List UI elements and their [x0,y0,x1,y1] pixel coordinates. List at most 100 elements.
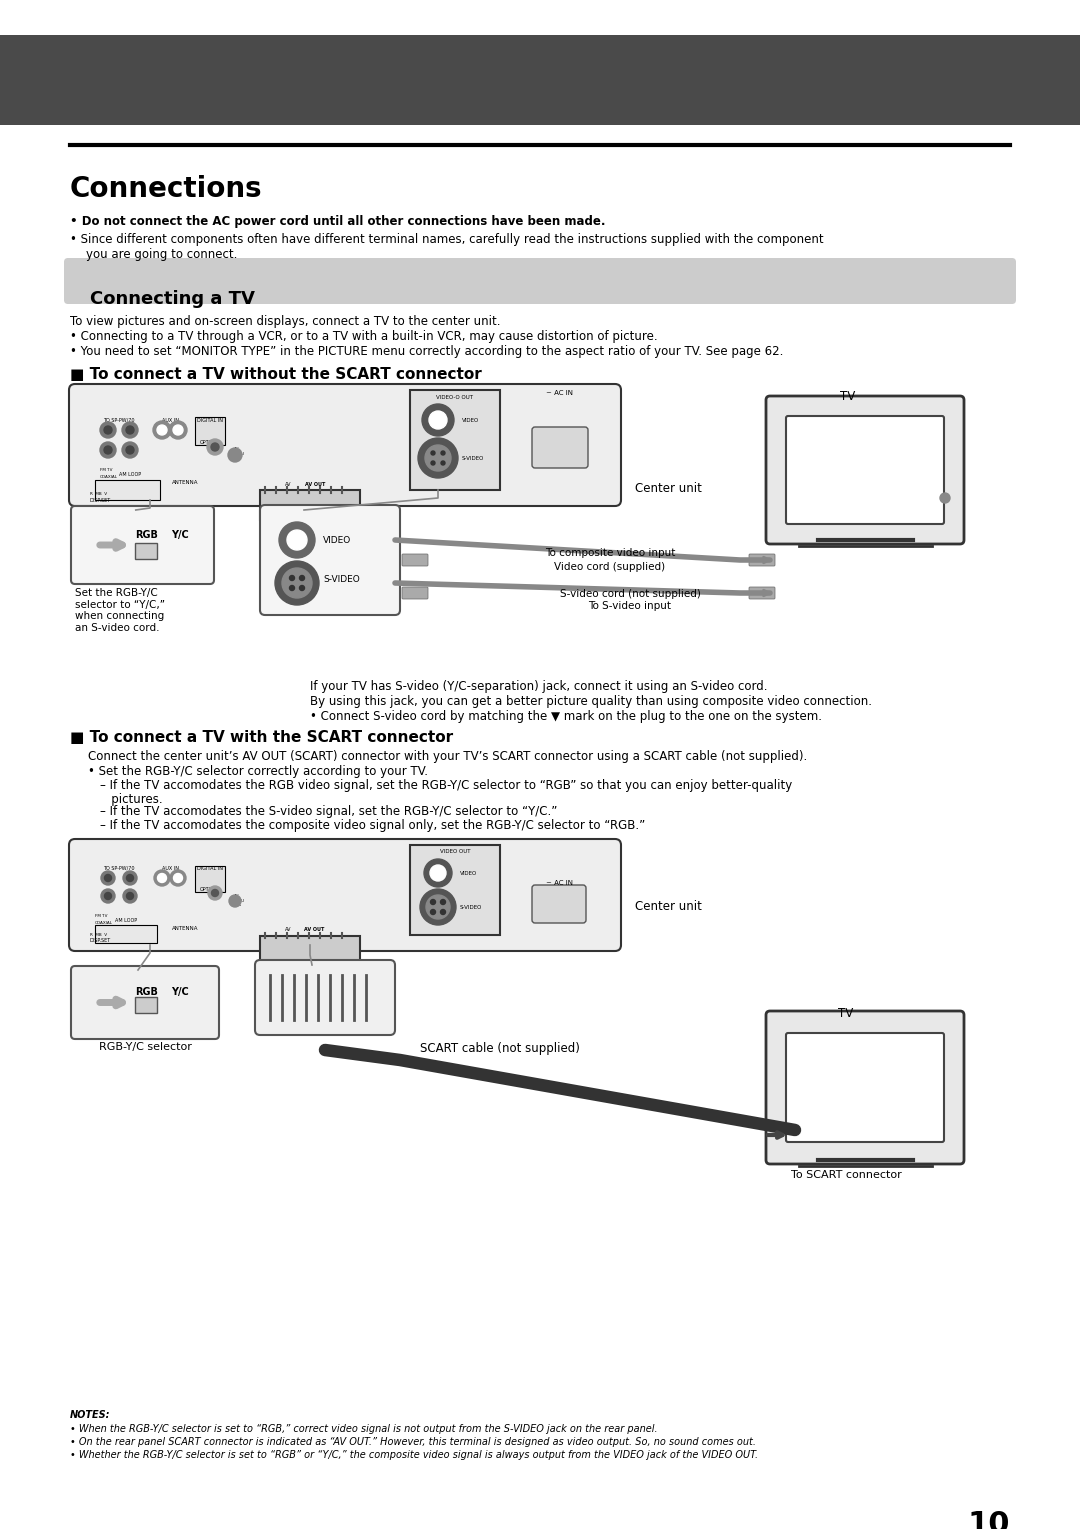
Text: • You need to set “MONITOR TYPE” in the PICTURE menu correctly according to the : • You need to set “MONITOR TYPE” in the … [70,346,783,358]
Circle shape [275,561,319,605]
Text: TO SP-PW/70: TO SP-PW/70 [104,417,135,424]
Text: • Whether the RGB-Y/C selector is set to “RGB” or “Y/C,” the composite video sig: • Whether the RGB-Y/C selector is set to… [70,1449,758,1460]
Text: AV OUT: AV OUT [305,482,325,488]
Text: DISP.SET: DISP.SET [90,937,111,943]
Circle shape [431,451,435,456]
Circle shape [229,894,241,907]
Text: Set the RGB-Y/C
selector to “Y/C,”
when connecting
an S-video cord.: Set the RGB-Y/C selector to “Y/C,” when … [75,589,165,633]
Bar [0,35,1080,125]
FancyBboxPatch shape [402,587,428,599]
Text: Center unit: Center unit [635,482,702,495]
Text: ■ To connect a TV with the SCART connector: ■ To connect a TV with the SCART connect… [70,729,454,745]
Circle shape [289,586,295,590]
Circle shape [126,893,134,899]
Circle shape [420,888,456,925]
Text: Connecting a TV: Connecting a TV [90,291,255,307]
Circle shape [153,420,171,439]
FancyBboxPatch shape [71,506,214,584]
Circle shape [426,445,451,471]
FancyBboxPatch shape [260,936,360,963]
Text: COAXIAL: COAXIAL [95,920,113,925]
Text: RGB-Y/C selector: RGB-Y/C selector [98,1041,191,1052]
Circle shape [105,893,111,899]
Text: ANTENNA: ANTENNA [172,927,199,931]
Text: Video cord (supplied): Video cord (supplied) [554,563,665,572]
Text: Center unit: Center unit [635,901,702,913]
Circle shape [287,531,307,550]
Circle shape [299,575,305,581]
Circle shape [154,870,170,885]
Circle shape [212,890,218,896]
Text: SCART cable (not supplied): SCART cable (not supplied) [420,1041,580,1055]
Text: TO SP-PW/70: TO SP-PW/70 [104,865,135,872]
FancyBboxPatch shape [69,839,621,951]
Circle shape [170,870,186,885]
Circle shape [173,425,183,434]
FancyBboxPatch shape [766,1011,964,1164]
FancyBboxPatch shape [786,1034,944,1142]
Text: To view pictures and on-screen displays, connect a TV to the center unit.: To view pictures and on-screen displays,… [70,315,500,329]
Circle shape [441,462,445,465]
Text: • Set the RGB-Y/C selector correctly according to your TV.: • Set the RGB-Y/C selector correctly acc… [87,764,428,778]
Text: VIDEO: VIDEO [323,537,351,544]
Circle shape [123,872,137,885]
Text: OPTICAL: OPTICAL [200,887,220,891]
FancyBboxPatch shape [69,384,621,506]
FancyBboxPatch shape [255,960,395,1035]
Text: Connections: Connections [70,174,262,203]
Circle shape [289,575,295,581]
Text: ■ To connect a TV without the SCART connector: ■ To connect a TV without the SCART conn… [70,367,482,382]
Text: pictures.: pictures. [100,794,163,806]
FancyBboxPatch shape [260,489,360,520]
Text: • On the rear panel SCART connector is indicated as “AV OUT.” However, this term: • On the rear panel SCART connector is i… [70,1437,756,1446]
Circle shape [126,875,134,882]
Text: OPTICAL: OPTICAL [200,440,220,445]
FancyBboxPatch shape [750,587,775,599]
FancyBboxPatch shape [750,553,775,566]
Text: ~ AC IN: ~ AC IN [545,881,572,885]
Circle shape [122,422,138,437]
Circle shape [207,439,222,456]
Text: COAXIAL: COAXIAL [100,476,118,479]
Text: – If the TV accomodates the S-video signal, set the RGB-Y/C selector to “Y/C.”: – If the TV accomodates the S-video sign… [100,804,557,818]
Circle shape [430,865,446,881]
FancyBboxPatch shape [766,396,964,544]
FancyBboxPatch shape [95,480,160,500]
Text: • Connect S-video cord by matching the ▼ mark on the plug to the one on the syst: • Connect S-video cord by matching the ▼… [310,709,822,723]
Circle shape [940,492,950,503]
Circle shape [208,885,222,901]
Circle shape [429,411,447,430]
FancyBboxPatch shape [410,390,500,489]
Circle shape [279,521,315,558]
Text: NOTES:: NOTES: [70,1410,110,1420]
Circle shape [426,894,450,919]
Text: DISP.SET: DISP.SET [90,498,111,503]
Text: S-VIDEO: S-VIDEO [460,905,483,910]
Circle shape [104,427,112,434]
Text: FM TV: FM TV [95,914,108,917]
FancyBboxPatch shape [410,846,500,936]
Circle shape [282,567,312,598]
Circle shape [104,446,112,454]
Text: you are going to connect.: you are going to connect. [86,248,238,261]
Circle shape [102,872,114,885]
FancyBboxPatch shape [71,966,219,1040]
Text: TV: TV [838,1008,853,1020]
Text: ~ AC IN: ~ AC IN [546,390,573,396]
Text: VIDEO-O OUT: VIDEO-O OUT [436,394,473,401]
Text: VIDEO OUT: VIDEO OUT [440,849,470,855]
FancyBboxPatch shape [135,997,157,1012]
Text: AV: AV [285,927,292,933]
FancyBboxPatch shape [786,416,944,524]
FancyBboxPatch shape [532,427,588,468]
Circle shape [424,859,453,887]
Text: R  MB  V: R MB V [90,933,107,937]
Circle shape [441,910,446,914]
Text: RGB: RGB [135,531,158,540]
Text: RGB: RGB [135,988,158,997]
Text: VIDEO: VIDEO [462,417,480,424]
Text: AV: AV [285,482,292,488]
Text: DIGITAL IN: DIGITAL IN [197,865,222,872]
Circle shape [228,448,242,462]
Text: DIGITAL IN: DIGITAL IN [197,417,222,424]
